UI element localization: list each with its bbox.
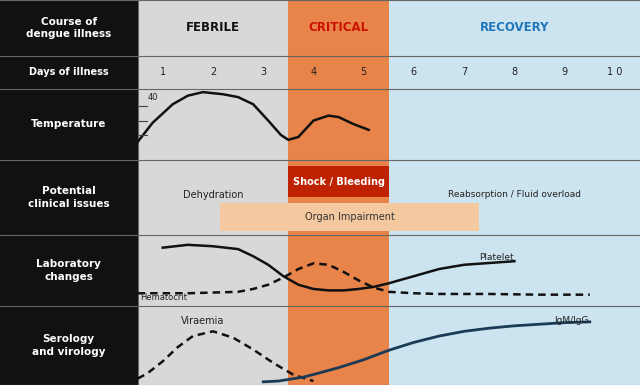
Bar — [288, 0, 389, 56]
Bar — [389, 89, 640, 160]
Bar — [138, 89, 288, 160]
Text: 2: 2 — [210, 67, 216, 77]
Bar — [138, 306, 288, 385]
Bar — [389, 56, 640, 89]
Text: RECOVERY: RECOVERY — [479, 22, 549, 34]
Text: Laboratory
changes: Laboratory changes — [36, 259, 101, 282]
Text: Organ Impairment: Organ Impairment — [305, 212, 395, 222]
Bar — [138, 0, 288, 56]
Bar — [0, 56, 138, 89]
Bar — [389, 306, 640, 385]
Text: 40: 40 — [148, 93, 158, 102]
Bar — [288, 235, 389, 306]
Text: CRITICAL: CRITICAL — [308, 22, 369, 34]
Bar — [0, 235, 138, 306]
Bar — [138, 235, 288, 306]
Bar — [138, 56, 288, 89]
Bar — [288, 56, 389, 89]
Text: Hematocrit: Hematocrit — [140, 293, 187, 302]
Bar — [0, 89, 138, 160]
Bar — [0, 160, 138, 235]
Bar — [138, 160, 288, 235]
Text: Dehydration: Dehydration — [182, 191, 243, 200]
Text: 5: 5 — [360, 67, 367, 77]
Text: Reabsorption / Fluid overload: Reabsorption / Fluid overload — [448, 190, 581, 199]
Bar — [288, 89, 389, 160]
Bar — [0, 306, 138, 385]
Text: Shock / Bleeding: Shock / Bleeding — [292, 177, 385, 187]
Text: 6: 6 — [411, 67, 417, 77]
Bar — [0, 0, 640, 56]
Bar — [288, 166, 389, 197]
Text: Course of
dengue illness: Course of dengue illness — [26, 17, 111, 39]
Text: Temperature: Temperature — [31, 119, 106, 129]
Bar — [288, 306, 389, 385]
Text: 1 0: 1 0 — [607, 67, 623, 77]
Text: Serology
and virology: Serology and virology — [32, 334, 106, 357]
Text: FEBRILE: FEBRILE — [186, 22, 240, 34]
Text: Platelet: Platelet — [479, 253, 514, 262]
Text: 3: 3 — [260, 67, 266, 77]
Text: Viraemia: Viraemia — [181, 316, 225, 326]
Text: 4: 4 — [310, 67, 317, 77]
Text: 9: 9 — [561, 67, 568, 77]
Bar — [389, 0, 640, 56]
Text: 8: 8 — [511, 67, 518, 77]
Bar — [389, 235, 640, 306]
Bar — [288, 160, 389, 235]
Text: 7: 7 — [461, 67, 467, 77]
Text: IgM/IgG: IgM/IgG — [555, 316, 589, 325]
Text: 1: 1 — [159, 67, 166, 77]
Text: Days of illness: Days of illness — [29, 67, 109, 77]
Text: Potential
clinical issues: Potential clinical issues — [28, 186, 109, 209]
Bar — [389, 160, 640, 235]
Bar — [221, 203, 479, 231]
